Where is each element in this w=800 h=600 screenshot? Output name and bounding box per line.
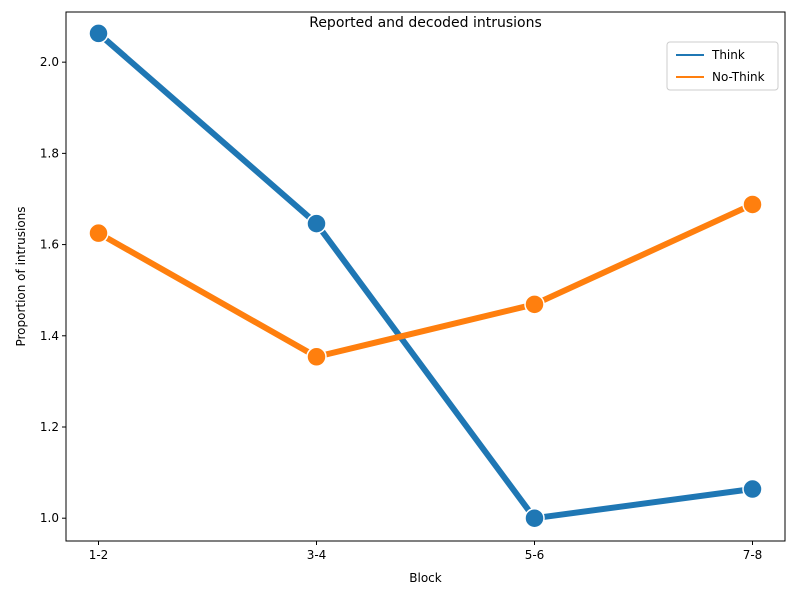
plot-area <box>66 12 785 541</box>
x-tick-label: 1-2 <box>89 548 109 562</box>
plot-frame <box>65 11 786 542</box>
series-line-no-think <box>95 201 756 360</box>
series-layer <box>88 23 763 529</box>
data-point-think <box>306 213 327 234</box>
legend-label-no-think: No-Think <box>712 70 765 84</box>
data-point-no-think <box>524 294 545 315</box>
y-tick-label: 1.2 <box>40 420 59 434</box>
data-point-think <box>88 23 109 44</box>
y-tick-label: 1.0 <box>40 511 59 525</box>
x-axis-title: Block <box>409 571 442 585</box>
y-axis: 1.0 1.2 1.4 1.6 1.8 2.0 <box>40 55 66 525</box>
x-tick-label: 5-6 <box>525 548 545 562</box>
legend-label-think: Think <box>711 48 745 62</box>
data-point-no-think <box>742 194 763 215</box>
data-point-no-think <box>88 222 109 244</box>
y-axis-title: Proportion of intrusions <box>14 206 28 346</box>
legend: Think No-Think <box>666 41 779 91</box>
series-line-think <box>95 30 756 522</box>
chart-title: Reported and decoded intrusions <box>309 15 542 31</box>
x-tick-label: 7-8 <box>743 548 763 562</box>
y-tick-label: 1.8 <box>40 146 59 160</box>
y-tick-label: 2.0 <box>40 55 59 69</box>
y-tick-label: 1.4 <box>40 329 59 343</box>
data-point-no-think <box>306 346 327 368</box>
data-point-think <box>742 478 763 500</box>
data-point-think <box>524 507 545 529</box>
x-tick-label: 3-4 <box>307 548 327 562</box>
y-tick-label: 1.6 <box>40 238 59 252</box>
x-axis: 1-2 3-4 5-6 7-8 <box>89 541 763 562</box>
